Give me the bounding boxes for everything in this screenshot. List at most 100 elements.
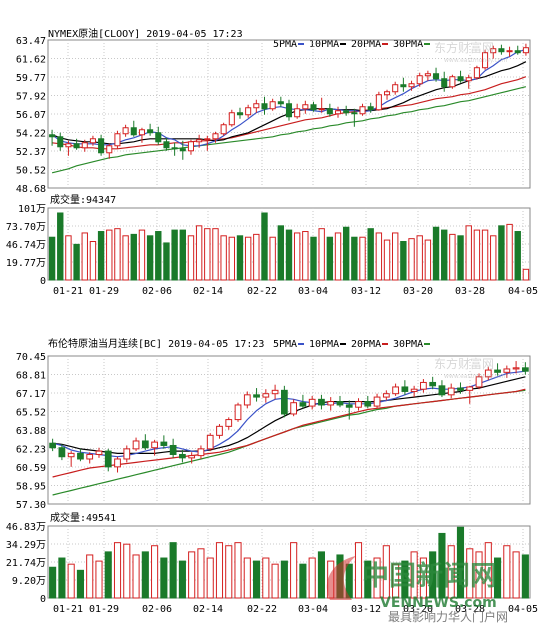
brent-volume-bar: [67, 563, 75, 599]
nymex-price-axis: 63.47 61.62 59.77 57.92 56.07 54.22 52.37 50.52…: [16, 36, 46, 195]
brent-ma5-line: [52, 370, 526, 458]
brent-candle: [206, 433, 214, 452]
brent-price-tick: 67.17: [16, 389, 46, 400]
nymex-candle: [261, 96, 268, 115]
brent-volume-bar: [132, 554, 140, 599]
nymex-candle: [212, 131, 219, 143]
brent-candle: [392, 383, 399, 396]
nymex-price-tick: 57.92: [16, 92, 46, 103]
nymex-ma20-line: [52, 76, 527, 150]
nymex-volume-bar: [277, 225, 285, 281]
nymex-candle: [98, 134, 105, 156]
nymex-price-watermark: 东方财富网 www.eastmoney.com: [434, 40, 508, 64]
brent-legend-20pma: 20PMA: [351, 339, 381, 350]
nymex-candle: [424, 70, 431, 81]
nymex-candle: [245, 104, 252, 118]
nymex-date-tick: 02-22: [247, 286, 277, 297]
nymex-candle: [310, 101, 317, 112]
brent-volume-bar: [160, 557, 168, 599]
brent-legend-30pma: 30PMA: [393, 339, 423, 350]
brent-candle: [160, 435, 168, 449]
nymex-legend-10pma: 10PMA: [309, 39, 339, 50]
nymex-volume-bar: [473, 229, 481, 281]
nymex-date-tick: 03-04: [298, 286, 328, 297]
brent-watermark-logo: 东方财富网: [434, 356, 494, 371]
nymex-candle: [392, 81, 399, 95]
brent-moving-averages: [52, 370, 526, 496]
nymex-price-grid: [48, 40, 530, 188]
brent-candle: [86, 452, 94, 464]
nymex-candle: [253, 99, 260, 113]
nymex-candle: [400, 77, 407, 92]
brent-volume-bar: [308, 557, 316, 599]
nymex-volume-bar: [48, 236, 56, 281]
nymex-volume-bar: [187, 235, 195, 281]
brent-candle: [280, 385, 288, 418]
brent-candle: [77, 448, 84, 462]
brent-candlesticks: [49, 361, 529, 473]
nymex-price-tick: 59.77: [16, 73, 46, 84]
nymex-price-tick: 61.62: [16, 55, 46, 66]
nymex-volume-tick: 19.77万: [6, 258, 46, 269]
nymex-volume-bar: [228, 236, 236, 281]
brent-candle: [364, 395, 372, 409]
nymex-volume-bar: [253, 233, 260, 281]
brent-candle: [401, 380, 409, 395]
brent-candle: [420, 379, 427, 393]
brent-volume-bar: [364, 560, 372, 599]
nymex-price-tick: 50.52: [16, 166, 46, 177]
nymex-candle: [473, 65, 480, 80]
nymex-volume-bar: [342, 226, 350, 281]
brent-volume-bar: [466, 548, 474, 599]
brent-volume-label: 成交量:49541: [50, 511, 116, 524]
brent-candle: [336, 395, 344, 408]
brent-candle: [104, 448, 112, 472]
nymex-volume-bar: [293, 232, 301, 281]
brent-watermark-url: www.eastmoney.com: [444, 373, 508, 380]
nymex-candle: [196, 134, 203, 148]
brent-date-tick: 02-22: [247, 604, 277, 615]
brent-candle: [290, 399, 298, 417]
brent-volume-bar: [484, 542, 492, 599]
nymex-candle: [384, 89, 391, 100]
nymex-candle: [57, 132, 64, 151]
nymex-candle: [449, 74, 456, 89]
nymex-candle: [482, 49, 489, 70]
nymex-volume-bar: [457, 235, 464, 281]
brent-volume-bar: [243, 557, 251, 599]
nymex-volume-bar: [400, 241, 407, 281]
brent-candle: [457, 382, 464, 394]
nymex-candle: [277, 96, 284, 107]
nymex-volume-label: 成交量:94347: [50, 193, 116, 206]
nymex-volume-bar: [73, 243, 80, 281]
nymex-date-axis: 01-21 01-29 02-06 02-14 02-22 03-04 03-12 03-20…: [53, 286, 538, 297]
brent-price-tick: 68.81: [16, 371, 46, 382]
nymex-volume-bar: [244, 236, 252, 281]
brent-volume-tick: 0: [40, 594, 46, 605]
nymex-volume-bar: [155, 231, 162, 281]
nymex-date-tick: 02-14: [193, 286, 223, 297]
nymex-volume-tick: 73.70万: [6, 222, 46, 233]
brent-volume-bar: [280, 560, 288, 599]
brent-candle: [512, 361, 520, 374]
nymex-date-tick: 04-05: [508, 286, 538, 297]
nymex-watermark-url: www.eastmoney.com: [444, 57, 508, 64]
nymex-price-tick: 56.07: [16, 110, 46, 121]
brent-candle: [438, 380, 446, 398]
nymex-candle: [171, 142, 178, 156]
nymex-volume-bar: [408, 238, 415, 281]
nymex-volume-bar: [432, 226, 440, 281]
brent-price-tick: 63.88: [16, 426, 46, 437]
brent-candle: [345, 400, 353, 420]
site-watermark-swoosh-icon: [326, 556, 356, 600]
nymex-candle: [506, 46, 513, 57]
brent-volume-bar: [512, 551, 520, 599]
brent-volume-bar: [151, 545, 159, 599]
nymex-volume-bar: [138, 229, 146, 281]
brent-candle: [410, 385, 418, 398]
brent-volume-bar: [123, 543, 131, 599]
brent-candle: [95, 447, 103, 458]
brent-price-axis: 70.45 68.81 67.17 65.52 63.88 62.23 60.59 58.95…: [16, 352, 46, 511]
brent-volume-bar: [169, 542, 177, 599]
nymex-volume-bar: [334, 232, 342, 281]
